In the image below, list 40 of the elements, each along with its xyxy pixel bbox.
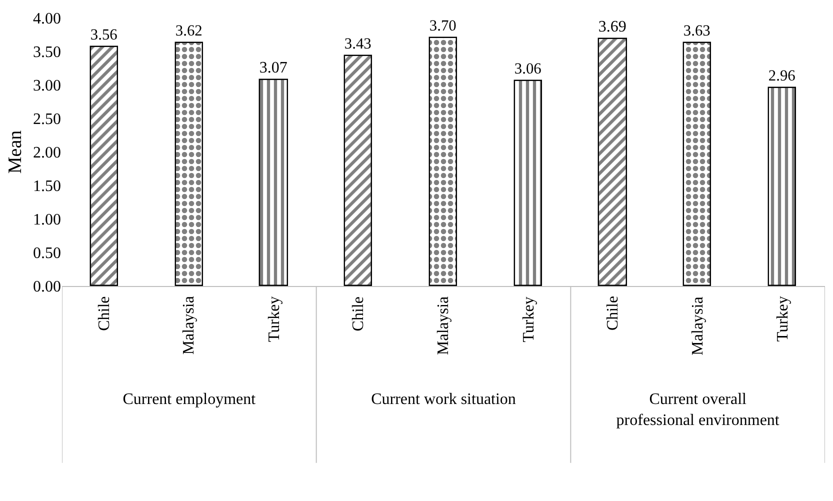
x-tick-label: Current employment bbox=[122, 391, 256, 408]
data-label: 3.07 bbox=[259, 59, 288, 76]
text: Chile bbox=[604, 296, 622, 331]
bar bbox=[344, 54, 372, 286]
data-label: 3.43 bbox=[344, 36, 372, 53]
data-label: 3.70 bbox=[429, 18, 457, 35]
y-tick-label: 2.50 bbox=[33, 111, 61, 128]
bar bbox=[174, 42, 203, 286]
data-label: 2.96 bbox=[768, 68, 796, 85]
data-label: 3.63 bbox=[683, 22, 711, 40]
y-tick-label: 4.00 bbox=[33, 10, 61, 28]
y-tick-label: 1.50 bbox=[33, 178, 61, 196]
y-tick-label: 0.50 bbox=[33, 245, 61, 262]
bar bbox=[258, 78, 288, 286]
bar bbox=[514, 80, 542, 286]
data-label: 3.56 bbox=[90, 26, 118, 44]
text: Malaysia bbox=[180, 296, 198, 355]
bar bbox=[682, 42, 711, 286]
y-tick-label: 3.50 bbox=[33, 44, 61, 62]
x-tick-label: Current work situation bbox=[371, 391, 516, 408]
text: Turkey bbox=[774, 296, 792, 342]
x-tick-label: Current overall professional environment bbox=[616, 391, 780, 429]
y-tick-label: 3.00 bbox=[33, 78, 61, 95]
text: Malaysia bbox=[435, 296, 452, 355]
bar bbox=[90, 46, 118, 286]
y-axis-title: Mean bbox=[4, 130, 26, 174]
bar bbox=[428, 36, 457, 286]
data-label: 3.62 bbox=[175, 22, 202, 40]
bar bbox=[598, 38, 627, 286]
text: Chile bbox=[96, 296, 113, 331]
text: Malaysia bbox=[689, 296, 706, 356]
y-tick-label: 0.00 bbox=[33, 278, 61, 296]
y-tick-label: 1.00 bbox=[33, 212, 61, 229]
bar bbox=[768, 86, 796, 286]
y-tick-label: 2.00 bbox=[33, 144, 61, 162]
data-label: 3.06 bbox=[514, 60, 542, 78]
text: Turkey bbox=[266, 296, 283, 342]
text: Turkey bbox=[520, 296, 538, 342]
text: Chile bbox=[350, 296, 368, 332]
data-label: 3.69 bbox=[598, 18, 626, 36]
